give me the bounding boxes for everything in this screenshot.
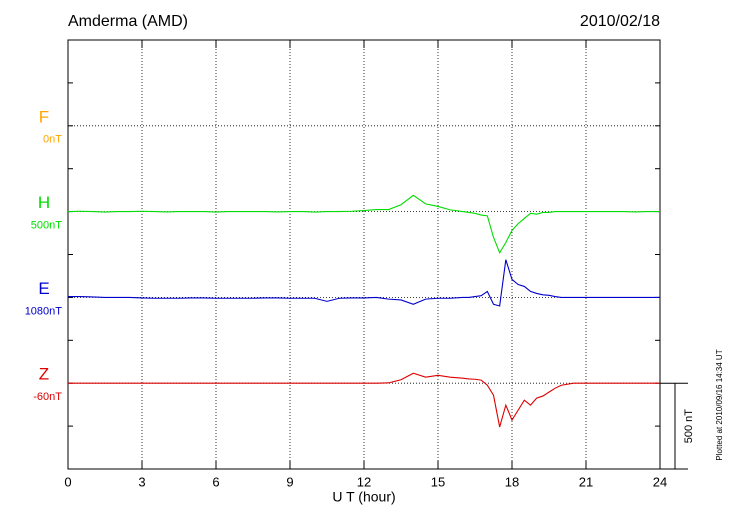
chart-title: Amderma (AMD) <box>68 13 188 30</box>
x-axis-label: U T (hour) <box>332 489 395 505</box>
series-name: F <box>39 107 49 126</box>
footer: Plotted at 2010/09/16 14:34 UT <box>715 349 724 460</box>
baseline-label: -60nT <box>33 391 62 403</box>
series-name: E <box>38 279 49 298</box>
x-tick-label: 18 <box>505 474 519 489</box>
x-tick-label: 24 <box>653 474 667 489</box>
x-tick-label: 15 <box>431 474 445 489</box>
baseline-label: 1080nT <box>25 305 63 317</box>
baseline-label: 500nT <box>31 220 62 232</box>
baseline-label: 0nT <box>43 134 62 146</box>
chart-date: 2010/02/18 <box>580 13 660 30</box>
series-name: H <box>38 193 50 212</box>
x-tick-label: 12 <box>357 474 371 489</box>
x-tick-label: 21 <box>579 474 593 489</box>
series-name: Z <box>39 365 49 384</box>
x-tick-label: 0 <box>64 474 71 489</box>
series-line <box>68 259 660 307</box>
series-line <box>67 194 660 255</box>
x-tick-label: 3 <box>138 474 145 489</box>
x-tick-label: 6 <box>212 474 219 489</box>
plot-frame <box>67 39 661 470</box>
scale-bar-label: 500 nT <box>683 409 695 444</box>
series-line <box>68 372 660 428</box>
x-tick-label: 9 <box>286 474 293 489</box>
